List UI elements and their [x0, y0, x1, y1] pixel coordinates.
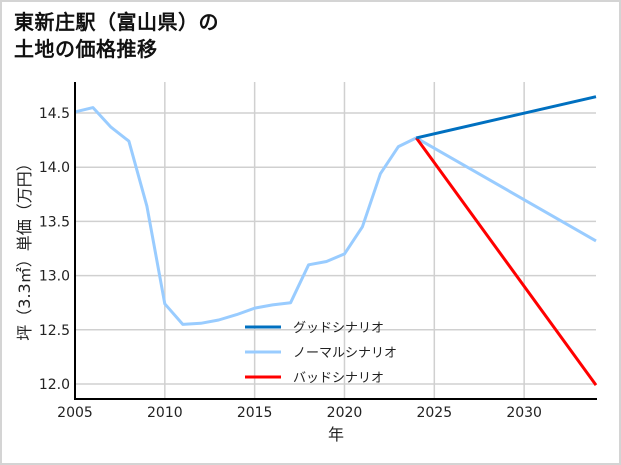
- series-line-1: [74, 106, 597, 326]
- y-tick-label: 13.0: [39, 269, 70, 285]
- series-line-0: [415, 95, 597, 140]
- x-tick-labels: 2005 2010 2015 2020 2025 2030: [57, 405, 542, 421]
- legend-label: グッドシナリオ: [293, 321, 384, 336]
- series-line-2: [415, 137, 598, 386]
- chart-title-line2: 土地の価格推移: [14, 37, 158, 61]
- y-tick-label: 14.5: [39, 106, 70, 122]
- x-tick-label: 2015: [237, 405, 273, 421]
- x-tick-label: 2025: [416, 405, 452, 421]
- x-tick-label: 2030: [506, 405, 542, 421]
- y-tick-label: 12.0: [39, 377, 70, 393]
- x-tick-label: 2005: [57, 405, 93, 421]
- data-series: [74, 95, 598, 386]
- y-tick-label: 13.5: [39, 214, 70, 230]
- y-tick-labels: 12.0 12.5 13.0 13.5 14.0 14.5: [39, 106, 70, 393]
- chart-title-line1: 東新庄駅（富山県）の: [14, 10, 219, 34]
- x-tick-label: 2010: [147, 405, 183, 421]
- axes: [74, 82, 597, 400]
- chart-title: 東新庄駅（富山県）の 土地の価格推移: [14, 9, 219, 63]
- y-tick-label: 14.0: [39, 160, 70, 176]
- x-axis-label: 年: [328, 425, 344, 444]
- legend-label: ノーマルシナリオ: [293, 346, 397, 361]
- y-axis-label: 坪（3.3㎡）単価（万円）: [15, 155, 34, 340]
- x-tick-label: 2020: [327, 405, 363, 421]
- legend-label: バッドシナリオ: [293, 371, 384, 386]
- y-tick-label: 12.5: [39, 323, 70, 339]
